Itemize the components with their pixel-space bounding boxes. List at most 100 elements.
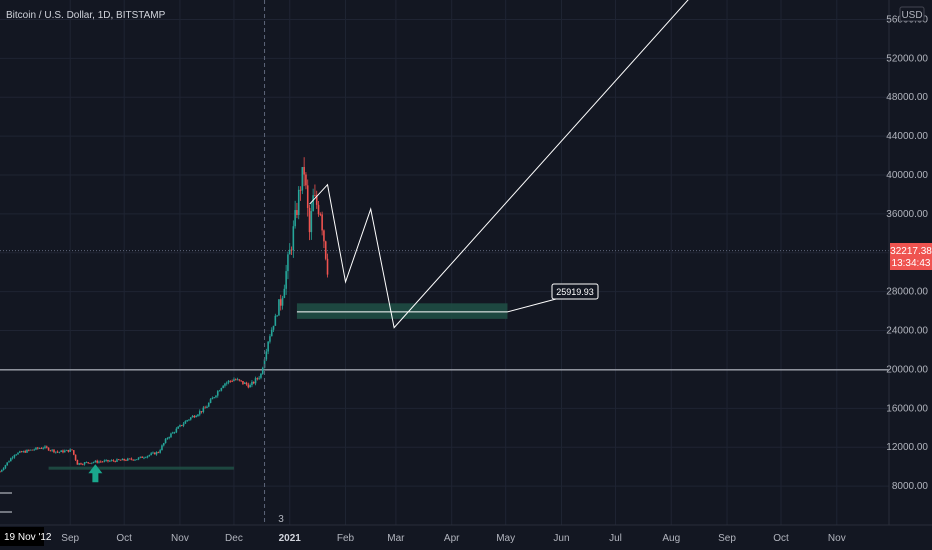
price-tick-label: 52000.00 bbox=[886, 53, 928, 64]
candle-body bbox=[119, 459, 122, 461]
currency-button[interactable] bbox=[899, 6, 925, 22]
projection-drawing[interactable] bbox=[296, 0, 706, 329]
candle-body bbox=[213, 397, 215, 399]
candle-body bbox=[224, 383, 226, 386]
candle-body bbox=[11, 457, 14, 459]
candle-body bbox=[297, 189, 300, 215]
candle-body bbox=[62, 450, 64, 453]
candle-body bbox=[225, 382, 228, 384]
support-zones[interactable] bbox=[48, 303, 508, 470]
candle-body bbox=[4, 465, 7, 469]
candle-body bbox=[247, 384, 250, 388]
candle-body bbox=[276, 315, 278, 317]
candle-body bbox=[139, 456, 142, 458]
time-axis[interactable] bbox=[0, 525, 932, 550]
time-tick-label: May bbox=[496, 533, 515, 544]
candle-body bbox=[180, 425, 183, 426]
candle-body bbox=[87, 462, 89, 464]
candle-body bbox=[260, 373, 262, 378]
candle-body bbox=[173, 432, 176, 434]
candle-body bbox=[292, 226, 295, 251]
candle-body bbox=[117, 459, 120, 461]
support-zone[interactable] bbox=[48, 466, 234, 470]
target-label-pointer bbox=[507, 298, 557, 313]
candle-body bbox=[159, 450, 161, 453]
candle-body bbox=[85, 462, 88, 464]
candle-body bbox=[110, 460, 113, 462]
candle-body bbox=[317, 204, 320, 215]
candle-body bbox=[33, 449, 35, 451]
target-price-label[interactable]: 25919.93 bbox=[551, 283, 599, 300]
candle-body bbox=[218, 390, 221, 392]
candle-body bbox=[195, 416, 197, 418]
time-tick-label: Oct bbox=[116, 533, 132, 544]
candle-body bbox=[168, 437, 170, 439]
time-tick-label: Dec bbox=[225, 533, 243, 544]
time-tick-label: 2021 bbox=[279, 533, 302, 544]
candle-body bbox=[153, 452, 156, 455]
projection-path[interactable] bbox=[309, 0, 706, 329]
horizontal-lines[interactable] bbox=[0, 250, 889, 371]
candle-body bbox=[171, 432, 174, 434]
candle-body bbox=[287, 254, 289, 272]
candle-body bbox=[301, 166, 304, 191]
candle-body bbox=[92, 462, 95, 463]
candle-body bbox=[267, 341, 269, 352]
candle-body bbox=[53, 449, 55, 453]
price-tick-label: 16000.00 bbox=[886, 403, 928, 414]
price-tick-label: 8000.00 bbox=[892, 481, 929, 492]
candle-body bbox=[299, 189, 302, 191]
symbol-title[interactable]: Bitcoin / U.S. Dollar, 1D, BITSTAMP bbox=[6, 10, 166, 21]
candle-body bbox=[101, 461, 104, 463]
candle-body bbox=[107, 459, 109, 462]
candle-body bbox=[278, 299, 280, 316]
time-tick-label: Feb bbox=[337, 533, 355, 544]
candle-body bbox=[105, 459, 107, 461]
candle-body bbox=[227, 380, 230, 383]
candle-body bbox=[67, 449, 70, 452]
candle-body bbox=[42, 447, 44, 449]
candle-body bbox=[0, 469, 3, 472]
candle-body bbox=[98, 461, 100, 463]
candle-body bbox=[54, 451, 57, 453]
time-tick-label: Nov bbox=[828, 533, 846, 544]
candle-body bbox=[308, 207, 311, 233]
candle-body bbox=[51, 449, 53, 451]
candle-body bbox=[207, 402, 210, 407]
candle-body bbox=[222, 385, 224, 389]
candle-body bbox=[272, 325, 275, 330]
candle-body bbox=[123, 458, 125, 461]
candle-body bbox=[35, 447, 37, 450]
price-tick-label: 20000.00 bbox=[886, 364, 928, 375]
candle-body bbox=[99, 461, 102, 463]
price-tick-label: 28000.00 bbox=[886, 287, 928, 298]
candle-body bbox=[238, 379, 241, 381]
candle-body bbox=[108, 460, 111, 462]
candle-body bbox=[126, 458, 129, 461]
target-price-label-text: 25919.93 bbox=[556, 287, 594, 297]
price-tick-label: 24000.00 bbox=[886, 326, 928, 337]
candle-body bbox=[76, 459, 79, 465]
candle-body bbox=[6, 462, 8, 466]
candle-body bbox=[202, 407, 205, 412]
candle-body bbox=[240, 380, 242, 382]
candle-body bbox=[197, 414, 199, 417]
candle-body bbox=[209, 399, 212, 403]
candle-body bbox=[306, 185, 309, 208]
candle-body bbox=[189, 417, 192, 420]
candle-body bbox=[161, 445, 163, 451]
last-price-badge[interactable] bbox=[890, 243, 932, 270]
candle-body bbox=[326, 258, 329, 275]
support-zone[interactable] bbox=[296, 303, 508, 319]
candle-body bbox=[49, 450, 52, 452]
price-tick-label: 40000.00 bbox=[886, 170, 928, 181]
candle-body bbox=[128, 458, 131, 460]
candle-body bbox=[20, 451, 23, 453]
currency-button-label: USD bbox=[901, 10, 922, 21]
candle-body bbox=[125, 460, 127, 462]
candle-body bbox=[60, 450, 62, 452]
target-price-label-box bbox=[551, 283, 599, 300]
grid bbox=[0, 0, 889, 525]
candle-body bbox=[206, 406, 208, 409]
